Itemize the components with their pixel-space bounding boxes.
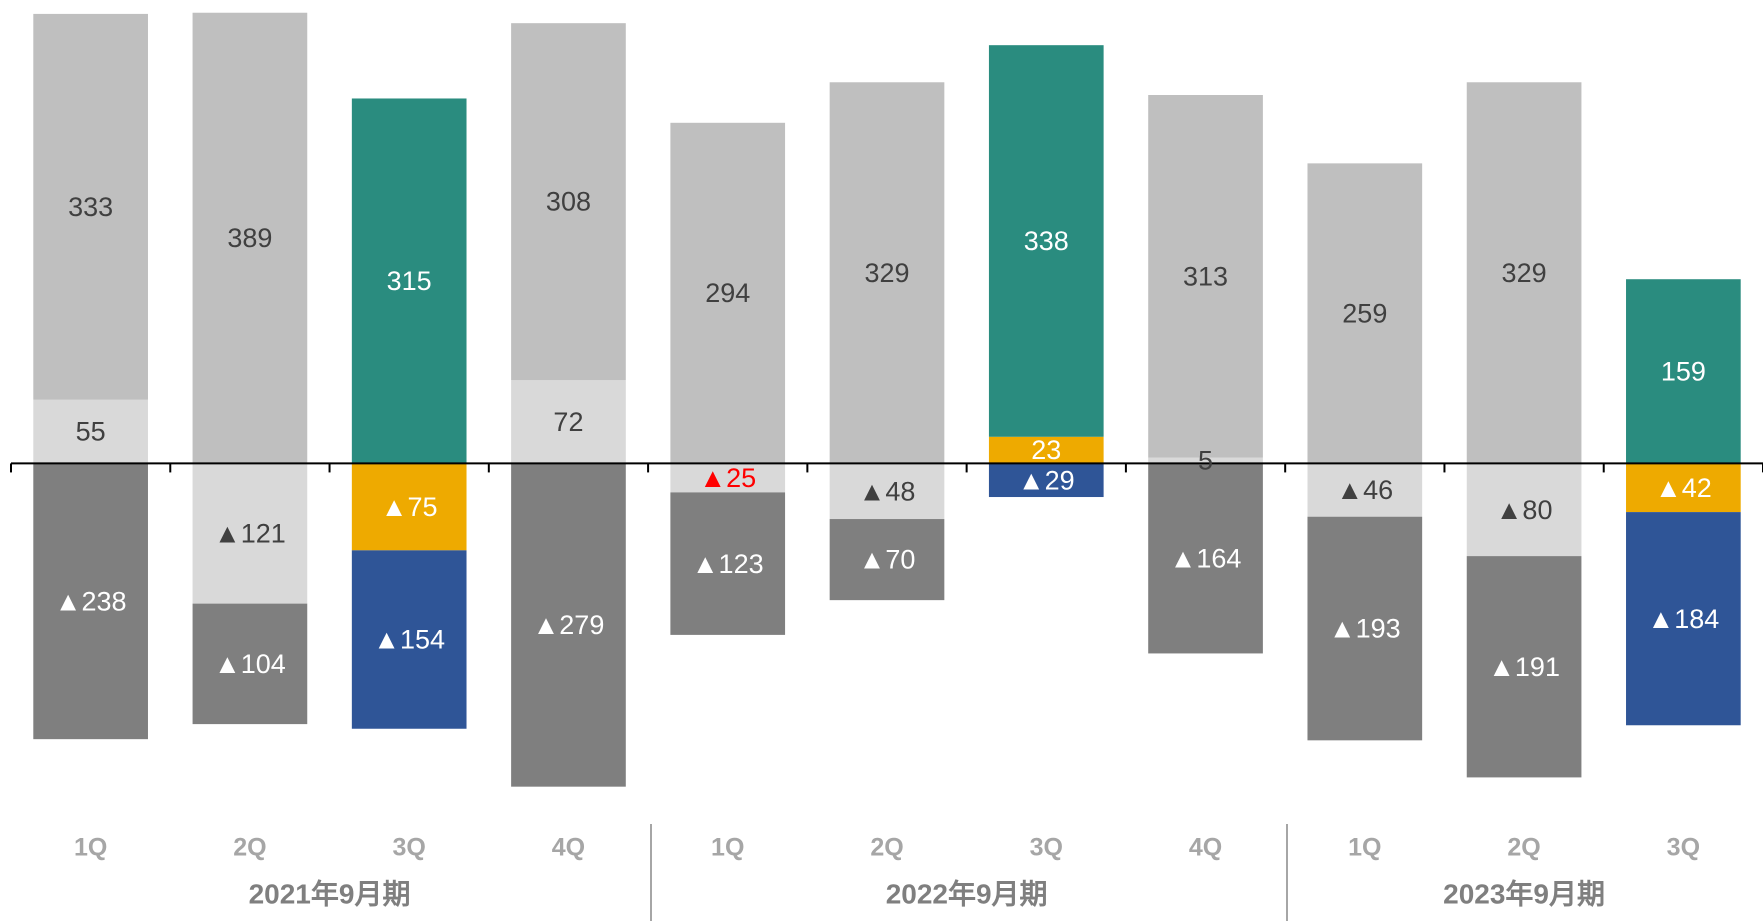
x-tick-label: 3Q (1030, 834, 1063, 862)
bar-segment (33, 13, 148, 400)
data-label: 294 (705, 278, 750, 308)
data-label: 23 (1031, 435, 1061, 465)
bar-segment (1466, 556, 1582, 778)
data-label: ▲121 (214, 519, 286, 549)
x-tick-label: 2Q (870, 834, 903, 862)
data-label: ▲80 (1496, 495, 1553, 525)
x-tick-label: 1Q (1348, 834, 1381, 862)
data-label: 259 (1342, 299, 1387, 329)
bar-segment (192, 12, 308, 464)
bar-segment (511, 463, 626, 787)
data-label: 338 (1024, 226, 1069, 256)
bar-segment (1148, 457, 1263, 464)
bar-segment (829, 463, 945, 520)
data-label: ▲184 (1647, 604, 1719, 634)
bar-segment (192, 463, 308, 604)
data-label: 329 (1502, 258, 1547, 288)
data-label: 308 (546, 187, 591, 217)
bar-segment (351, 98, 467, 464)
data-label: 159 (1661, 356, 1706, 386)
data-label: ▲164 (1170, 544, 1242, 574)
data-label: ▲29 (1018, 465, 1075, 495)
bar-segment (1307, 516, 1423, 741)
bar-segment (829, 82, 945, 464)
data-label: 329 (864, 258, 909, 288)
bar-segment (1626, 463, 1741, 513)
data-label: ▲42 (1655, 473, 1712, 503)
group-label: 2023年9月期 (1443, 877, 1605, 909)
data-label: 389 (227, 223, 272, 253)
data-label: ▲279 (533, 610, 605, 640)
bar-segment (1148, 95, 1263, 458)
x-tick-label: 1Q (711, 834, 744, 862)
bar-segment (1148, 463, 1263, 654)
data-label: ▲70 (859, 545, 916, 575)
data-label: ▲46 (1336, 475, 1393, 505)
data-label: 333 (68, 192, 113, 222)
bar-segment (1626, 512, 1741, 726)
bar-segment (1466, 463, 1582, 557)
bar-segment (1307, 163, 1423, 464)
data-label: ▲154 (373, 625, 445, 655)
x-tick-label: 2Q (1507, 834, 1540, 862)
bar-segment (829, 519, 945, 601)
bar-segment (351, 550, 467, 729)
data-label: ▲48 (859, 476, 916, 506)
x-tick-label: 2Q (233, 834, 266, 862)
bar-segment (670, 122, 786, 464)
bar-segment (988, 45, 1104, 437)
data-label: 313 (1183, 261, 1228, 291)
data-label: 315 (387, 266, 432, 296)
x-tick-label: 3Q (1667, 834, 1700, 862)
x-tick-label: 4Q (552, 834, 585, 862)
x-tick-label: 1Q (74, 834, 107, 862)
data-label: 72 (553, 407, 583, 437)
data-label: 5 (1198, 446, 1213, 476)
data-label: ▲191 (1488, 652, 1560, 682)
bar-segment (192, 603, 308, 725)
data-label: ▲25 (699, 463, 756, 493)
bar-segment (511, 380, 626, 464)
bar-segment (33, 463, 148, 740)
bar-segment (1466, 82, 1582, 464)
data-label: 55 (76, 417, 106, 447)
data-label: ▲123 (692, 549, 764, 579)
bar-segment (670, 492, 786, 635)
data-label: ▲104 (214, 649, 286, 679)
bar-segment (1307, 463, 1423, 517)
data-label: ▲193 (1329, 614, 1401, 644)
data-label: ▲238 (55, 586, 127, 616)
x-tick-label: 4Q (1189, 834, 1222, 862)
bar-segment (1626, 279, 1741, 464)
bar-segment (511, 23, 626, 381)
bar-segment (988, 436, 1104, 464)
x-tick-label: 3Q (393, 834, 426, 862)
bar-segment (33, 399, 148, 464)
group-label: 2021年9月期 (249, 877, 411, 909)
group-label: 2022年9月期 (886, 877, 1048, 909)
bar-segment (351, 463, 467, 551)
data-label: ▲75 (381, 492, 438, 522)
bar-segment (670, 463, 786, 493)
bar-segment (988, 463, 1104, 498)
